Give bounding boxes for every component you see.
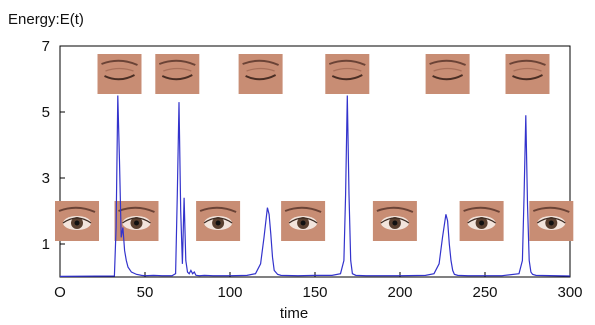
y-tick-label: 5 (42, 104, 50, 121)
open-eye-6 (459, 201, 504, 241)
x-tick-label: 300 (557, 284, 582, 301)
open-eye-7 (529, 201, 574, 241)
closed-eye-4 (325, 54, 370, 94)
open-eye-3 (196, 201, 241, 241)
closed-eye-6 (505, 54, 550, 94)
y-tick-label: 7 (42, 38, 50, 55)
y-tick-label: 1 (42, 236, 50, 253)
open-eye-5 (372, 201, 417, 241)
x-tick-label: 200 (387, 284, 412, 301)
x-tick-label: 150 (302, 284, 327, 301)
x-tick-label: 100 (217, 284, 242, 301)
x-tick-label: O (54, 284, 66, 301)
closed-eye-1 (97, 54, 142, 94)
y-tick-label: 3 (42, 170, 50, 187)
eye-thumbnails (55, 54, 574, 241)
x-tick-label: 250 (472, 284, 497, 301)
closed-eye-3 (238, 54, 283, 94)
energy-series-line (59, 95, 571, 277)
open-eye-4 (281, 201, 326, 241)
axis-ticks: O 50 100 150 200 250 300 1 3 5 7 (42, 38, 583, 301)
x-tick-label: 50 (137, 284, 154, 301)
y-axis-title: Energy:E(t) (8, 11, 84, 28)
x-axis-title: time (280, 305, 308, 322)
open-eye-1 (55, 201, 99, 241)
closed-eye-5 (425, 54, 470, 94)
closed-eye-2 (155, 54, 200, 94)
